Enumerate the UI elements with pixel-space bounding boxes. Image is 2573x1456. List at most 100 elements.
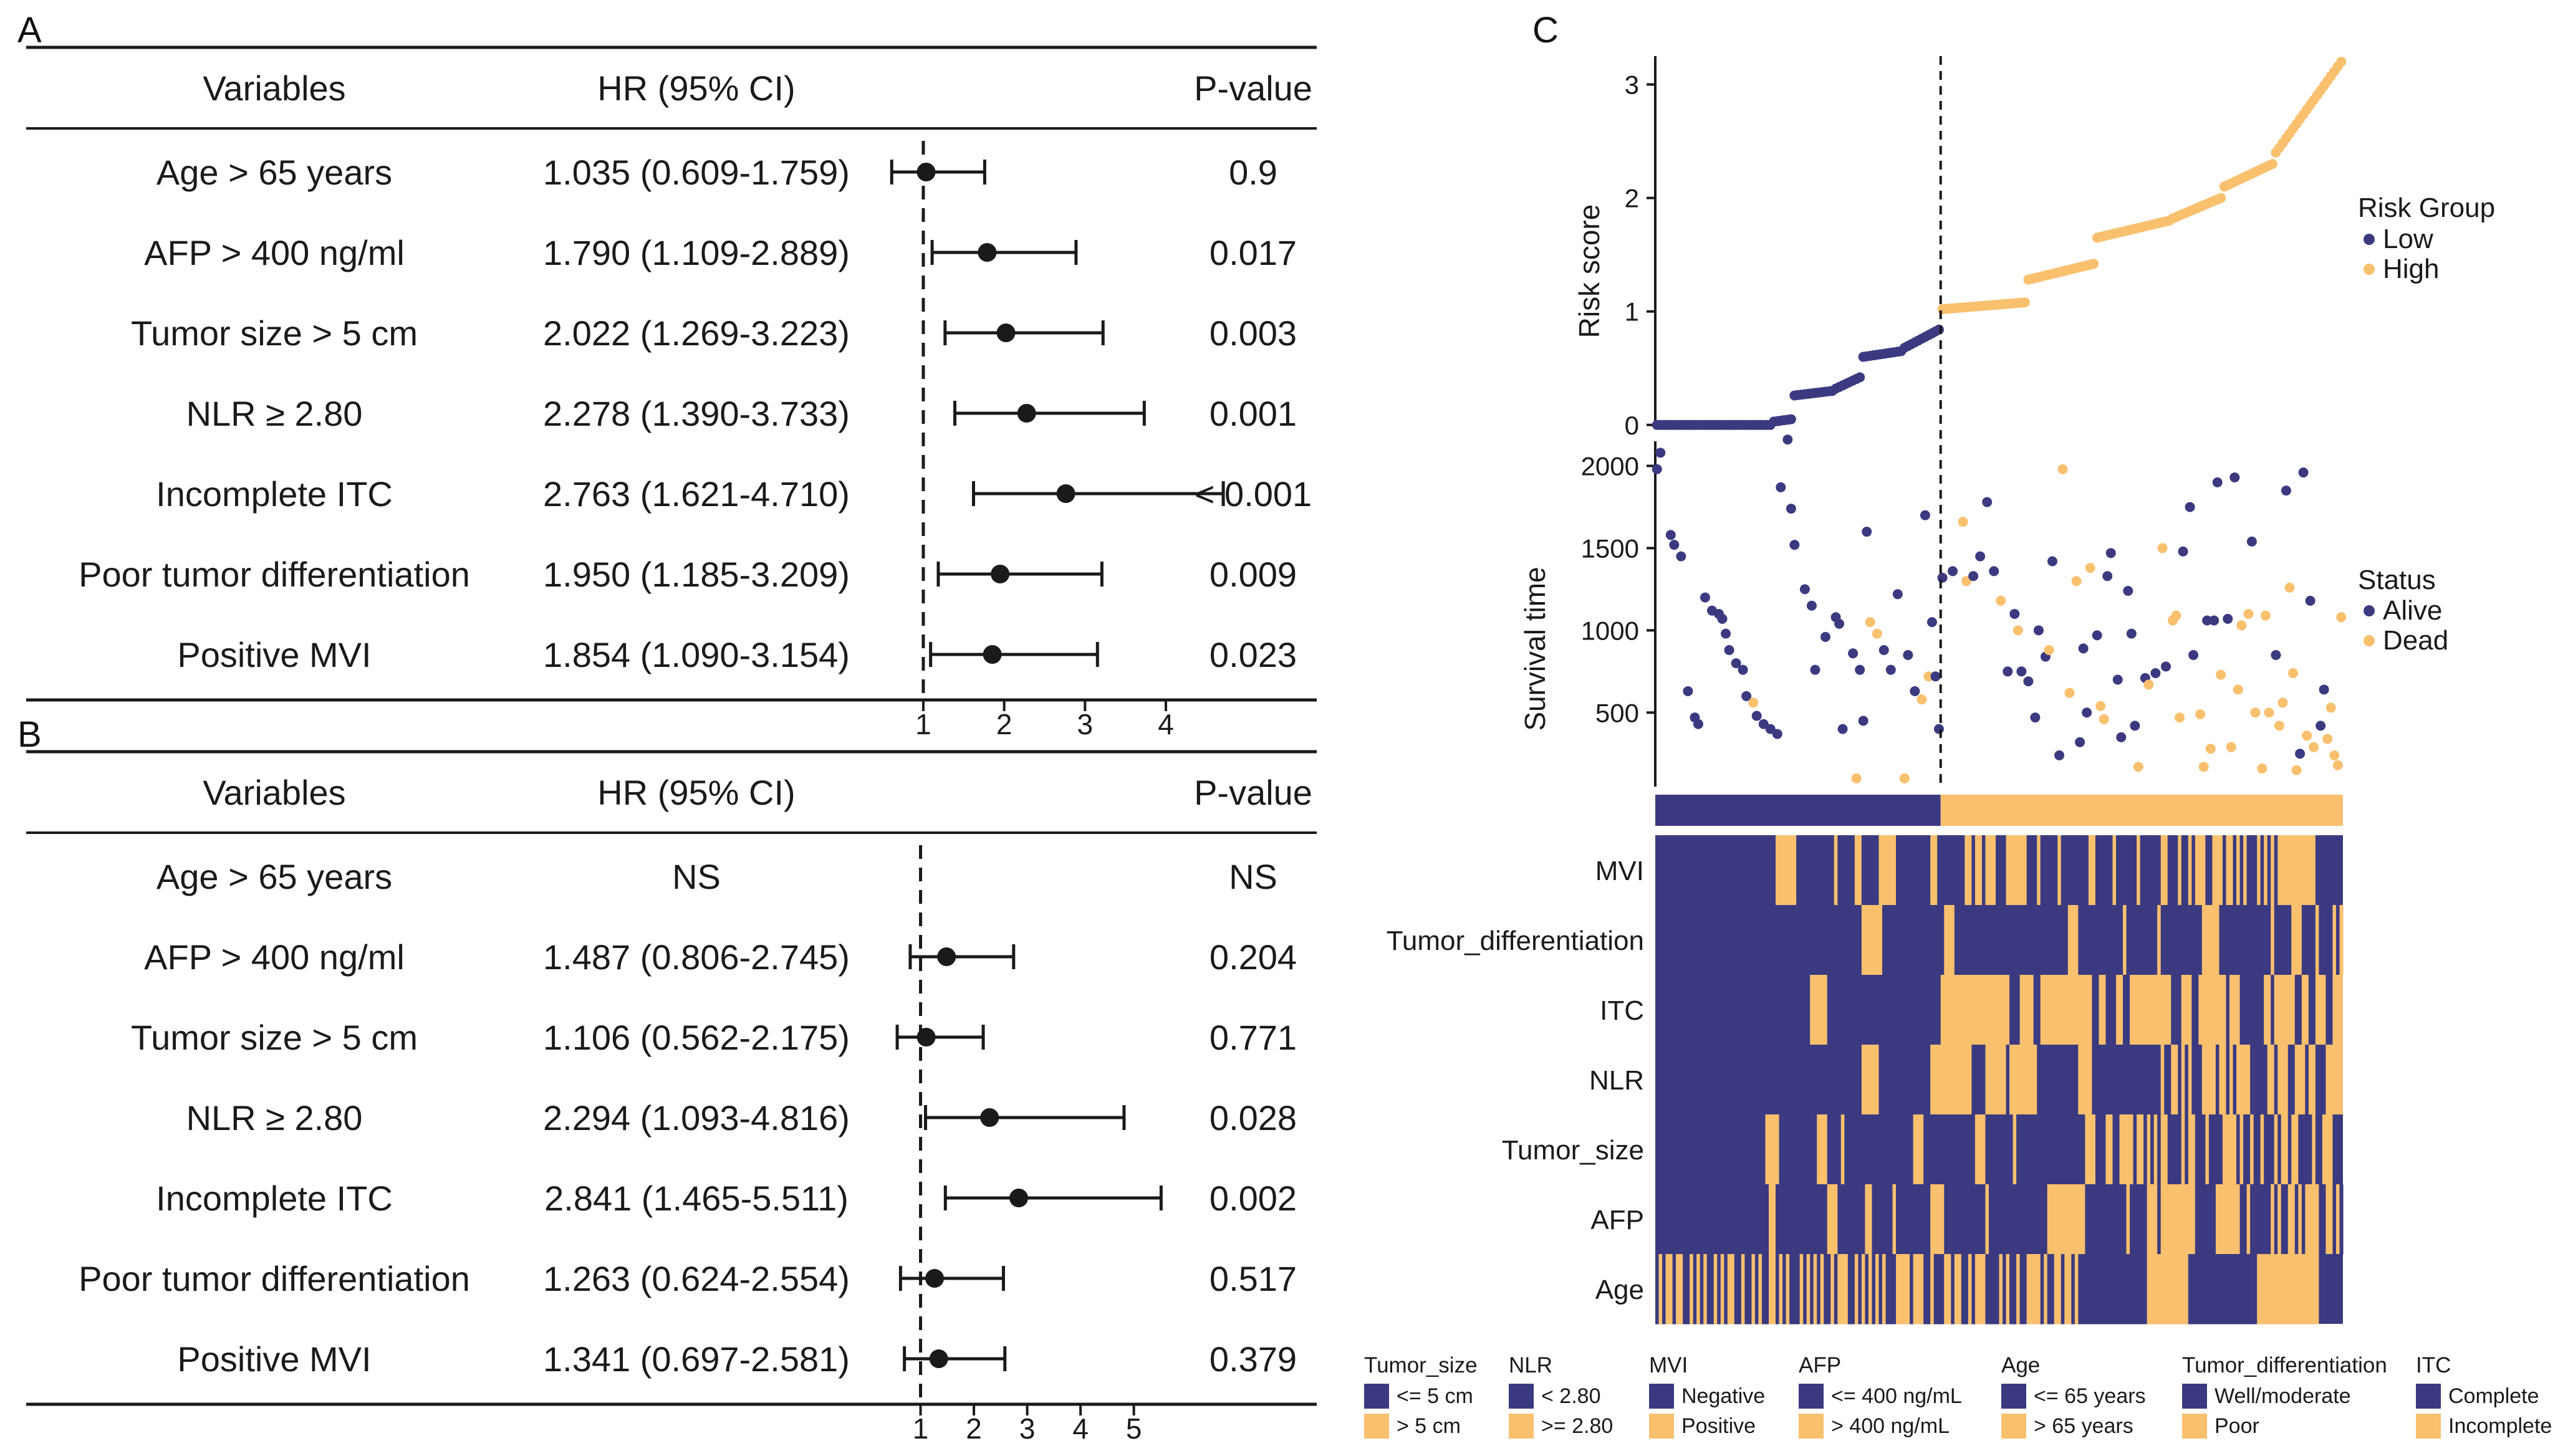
heatmap-cell-afp (2287, 1184, 2296, 1255)
heatmap-cell-tumor_differentiation (2319, 905, 2334, 975)
survival-point-dead (2198, 762, 2209, 772)
row-hr-ci: 2.841 (1.465-5.511) (544, 1179, 849, 1218)
hr-header: HR (95% CI) (597, 773, 795, 812)
heatmap-cell-age (2047, 1254, 2055, 1324)
hr-header: HR (95% CI) (597, 69, 795, 108)
heatmap-cell-itc (2191, 975, 2199, 1045)
survival-point-alive (2160, 661, 2171, 672)
survival-point-alive (1655, 448, 1666, 458)
heatmap-cell-age (1696, 1254, 1701, 1324)
legend-swatch-second (2182, 1414, 2207, 1439)
legend-title: NLR (1509, 1353, 1552, 1377)
heatmap-cell-age (1734, 1254, 1742, 1324)
row-label: Tumor size > 5 cm (131, 1018, 418, 1057)
heatmap-cell-age (1693, 1254, 1697, 1324)
pvalue-header: P-value (1194, 69, 1312, 108)
heatmap-cell-mvi (2222, 835, 2227, 906)
heatmap-cell-age (1672, 1254, 1676, 1324)
row-hr-ci: 1.106 (0.562-2.175) (543, 1018, 850, 1057)
heatmap-cell-age (1662, 1254, 1666, 1324)
heatmap-cell-nlr (1878, 1045, 1931, 1115)
survival-point-alive (2112, 674, 2123, 685)
heatmap-cell-afp (1655, 1184, 1769, 1255)
row-pvalue: 0.517 (1210, 1259, 1297, 1298)
heatmap-cell-tumor_size (2157, 1114, 2162, 1185)
heatmap-cell-itc (2294, 975, 2302, 1045)
risk-legend-low-label: Low (2383, 224, 2433, 254)
heatmap-cell-afp (2147, 1184, 2158, 1255)
risk-y-tick-label: 2 (1625, 184, 1639, 213)
heatmap-cell-age (1872, 1254, 1876, 1324)
heatmap-cell-nlr (2181, 1045, 2185, 1115)
heatmap-cell-age (1933, 1254, 1945, 1324)
heatmap-cell-itc (2301, 975, 2309, 1045)
heatmap-cell-age (1882, 1254, 1887, 1324)
heatmap-cell-mvi (1655, 835, 1776, 906)
heatmap-cell-age (1968, 1254, 1972, 1324)
survival-point-alive (1820, 631, 1830, 642)
heatmap-cell-mvi (2181, 835, 2189, 906)
heatmap-cell-itc (1810, 975, 1828, 1045)
heatmap-cell-nlr (2185, 1045, 2189, 1115)
hr-point (996, 323, 1016, 342)
row-label: NLR ≥ 2.80 (186, 1098, 363, 1138)
heatmap-cell-tumor_size (2147, 1114, 2151, 1185)
heatmap-cell-mvi (2191, 835, 2196, 906)
survival-point-dead (2085, 563, 2095, 573)
survival-point-alive (2246, 536, 2257, 547)
heatmap-row-label: Age (1595, 1275, 1644, 1305)
heatmap-cell-age (1782, 1254, 1787, 1324)
survival-point-alive (1776, 482, 1786, 492)
survival-point-dead (2205, 744, 2216, 754)
heatmap-cell-nlr (2229, 1045, 2234, 1115)
heatmap-cell-afp (2281, 1184, 2289, 1255)
survival-point-dead (1923, 671, 1934, 682)
heatmap-cell-tumor_size (2016, 1114, 2085, 1185)
row-pvalue: 0.9 (1229, 153, 1277, 192)
hr-point (978, 243, 997, 262)
survival-point-alive (2078, 643, 2089, 654)
heatmap-cell-tumor_size (2298, 1114, 2312, 1185)
legend-title: Age (2001, 1353, 2040, 1377)
heatmap-cell-age (1930, 1254, 1935, 1324)
heatmap-cell-afp (1776, 1184, 1828, 1255)
heatmap-cell-age (1951, 1254, 1955, 1324)
heatmap-cell-tumor_size (2105, 1114, 2114, 1185)
heatmap-cell-mvi (2236, 835, 2241, 906)
row-hr-ci: 1.487 (0.806-2.745) (543, 937, 850, 977)
heatmap-cell-mvi (1837, 835, 1855, 906)
heatmap-cell-tumor_size (2250, 1114, 2254, 1185)
heatmap-cell-afp (1872, 1184, 1893, 1255)
survival-point-alive (1930, 671, 1941, 682)
x-tick-label: 3 (1077, 708, 1094, 740)
survival-point-dead (1958, 517, 1968, 527)
panel-label-b: B (17, 714, 42, 755)
heatmap-cell-afp (2325, 1184, 2334, 1255)
heatmap-cell-tumor_size (2264, 1114, 2275, 1185)
risk-point-high (2089, 259, 2099, 269)
survival-point-alive (2102, 571, 2113, 582)
heatmap-cell-mvi (2243, 835, 2248, 906)
heatmap-cell-tumor_differentiation (2335, 905, 2340, 975)
heatmap-cell-age (2064, 1254, 2072, 1324)
survival-point-alive (1848, 648, 1859, 659)
heatmap-cell-mvi (2057, 835, 2062, 906)
heatmap-cell-age (1817, 1254, 1821, 1324)
x-tick-label: 2 (966, 1412, 982, 1445)
hr-point (1017, 404, 1036, 423)
heatmap-cell-afp (2047, 1184, 2085, 1255)
heatmap-cell-age (2044, 1254, 2048, 1324)
heatmap-cell-nlr (2274, 1045, 2278, 1115)
row-label: Tumor size > 5 cm (131, 314, 418, 353)
legend-swatch-second (1799, 1414, 1824, 1439)
legend-item-first: Well/moderate (2215, 1384, 2351, 1408)
survival-point-alive (2185, 502, 2195, 512)
survival-point-alive (1837, 724, 1848, 734)
survival-point-alive (2075, 737, 2085, 747)
heatmap-cell-afp (2298, 1184, 2302, 1255)
heatmap-cell-tumor_differentiation (2157, 905, 2162, 975)
survival-point-alive (1810, 664, 1820, 675)
survival-point-alive (1799, 584, 1810, 595)
survival-point-alive (1806, 600, 1817, 611)
row-label: Positive MVI (177, 635, 371, 674)
